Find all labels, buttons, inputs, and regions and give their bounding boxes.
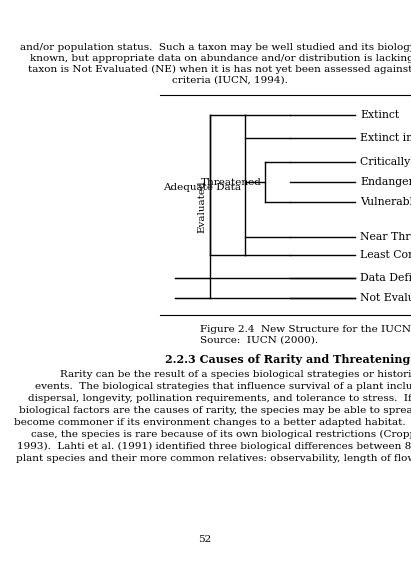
Text: Not Evaluated: Not Evaluated [360,293,411,303]
Text: and/or population status.  Such a taxon may be well studied and its biology well: and/or population status. Such a taxon m… [20,43,411,52]
Text: events.  The biological strategies that influence survival of a plant include: events. The biological strategies that i… [35,382,411,391]
Text: dispersal, longevity, pollination requirements, and tolerance to stress.  If the: dispersal, longevity, pollination requir… [28,394,411,403]
Text: Extinct: Extinct [360,110,399,120]
Text: Critically Endangered: Critically Endangered [360,157,411,167]
Text: known, but appropriate data on abundance and/or distribution is lacking.  A: known, but appropriate data on abundance… [30,53,411,62]
Text: Rarity can be the result of a species biological strategies or historical: Rarity can be the result of a species bi… [34,370,411,379]
Text: Extinct in the Wild: Extinct in the Wild [360,133,411,143]
Text: Data Deficient: Data Deficient [360,273,411,283]
Text: criteria (IUCN, 1994).: criteria (IUCN, 1994). [172,76,288,85]
Text: Evaluated: Evaluated [197,180,206,233]
Text: Endangered: Endangered [360,177,411,187]
Text: 2.2.3 Causes of Rarity and Threatening Processes: 2.2.3 Causes of Rarity and Threatening P… [165,354,411,365]
Text: biological factors are the causes of rarity, the species may be able to spread a: biological factors are the causes of rar… [18,406,411,415]
Text: Figure 2.4  New Structure for the IUCN Red List Categories.: Figure 2.4 New Structure for the IUCN Re… [200,325,411,334]
Text: Vulnerable: Vulnerable [360,197,411,207]
Text: 1993).  Lahti et al. (1991) identified three biological differences between 83 r: 1993). Lahti et al. (1991) identified th… [17,442,411,451]
Text: Least Concern: Least Concern [360,250,411,260]
Text: Near Threatened: Near Threatened [360,232,411,242]
Text: taxon is Not Evaluated (NE) when it is has not yet been assessed against the: taxon is Not Evaluated (NE) when it is h… [28,65,411,73]
Text: become commoner if its environment changes to a better adapted habitat.  In this: become commoner if its environment chang… [14,418,411,427]
Text: plant species and their more common relatives: observability, length of flowerin: plant species and their more common rela… [16,454,411,463]
Text: Adequate Data: Adequate Data [163,183,241,192]
Text: Source:  IUCN (2000).: Source: IUCN (2000). [200,336,318,345]
Text: case, the species is rare because of its own biological restrictions (Cropper,: case, the species is rare because of its… [31,430,411,439]
Text: Threatened: Threatened [201,177,262,186]
Text: 52: 52 [199,536,212,545]
